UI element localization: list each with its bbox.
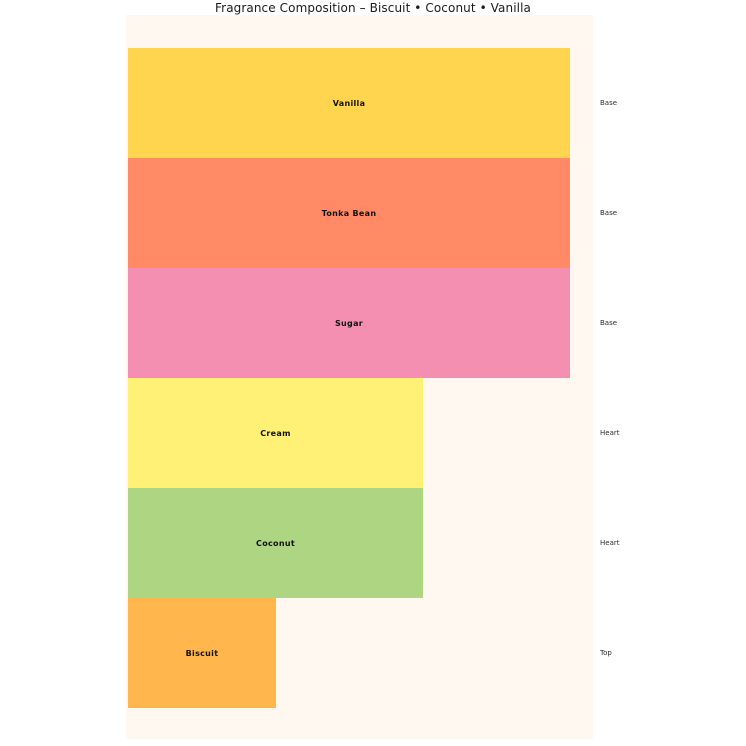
stage-label: Base — [600, 209, 618, 217]
bar-label: Sugar — [334, 318, 364, 328]
bar-biscuit: Biscuit — [128, 598, 276, 708]
stage-label: Heart — [600, 539, 620, 547]
bar-label: Biscuit — [185, 648, 219, 658]
stage-label: Base — [600, 99, 618, 107]
bar-vanilla: Vanilla — [128, 48, 570, 158]
bar-cream: Cream — [128, 378, 423, 488]
bar-label: Vanilla — [332, 98, 366, 108]
chart-title: Fragrance Composition – Biscuit • Coconu… — [215, 1, 531, 15]
bar-label: Tonka Bean — [321, 208, 377, 218]
bar-tonka-bean: Tonka Bean — [128, 158, 570, 268]
bar-sugar: Sugar — [128, 268, 570, 378]
bar-label: Cream — [260, 428, 291, 438]
stage-label: Top — [600, 649, 612, 657]
stage-label: Heart — [600, 429, 620, 437]
bar-coconut: Coconut — [128, 488, 423, 598]
stage-label: Base — [600, 319, 618, 327]
plot-area: Vanilla Tonka Bean Sugar Cream Coconut Biscui… — [126, 15, 593, 739]
bar-label: Coconut — [256, 538, 295, 548]
